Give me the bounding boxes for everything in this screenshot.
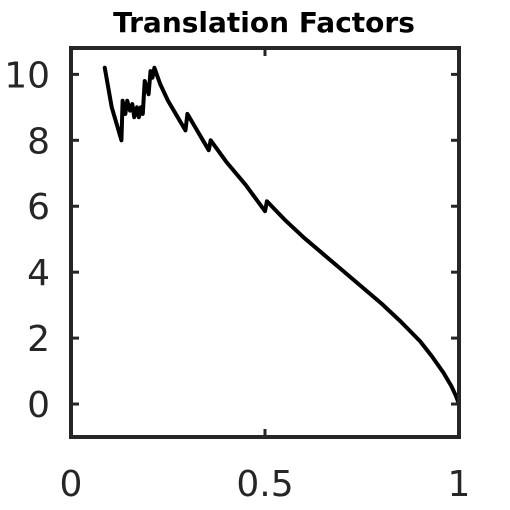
x-tick-label: 0.5	[236, 464, 293, 505]
y-tick-label: 6	[27, 187, 50, 228]
y-tick-label: 10	[4, 55, 50, 96]
x-tick-label: 1	[448, 464, 471, 505]
x-axis-ticks: 0 0.5 1	[60, 48, 471, 505]
y-axis-ticks: 0 2 4 6 8 10	[4, 55, 459, 426]
plot-area	[102, 65, 461, 407]
y-tick-label: 4	[27, 253, 50, 294]
y-tick-label: 8	[27, 121, 50, 162]
chart-title: Translation Factors	[113, 6, 415, 39]
x-tick-label: 0	[60, 464, 83, 505]
y-tick-label: 2	[27, 319, 50, 360]
y-tick-label: 0	[27, 385, 50, 426]
series-line-0	[102, 65, 461, 407]
